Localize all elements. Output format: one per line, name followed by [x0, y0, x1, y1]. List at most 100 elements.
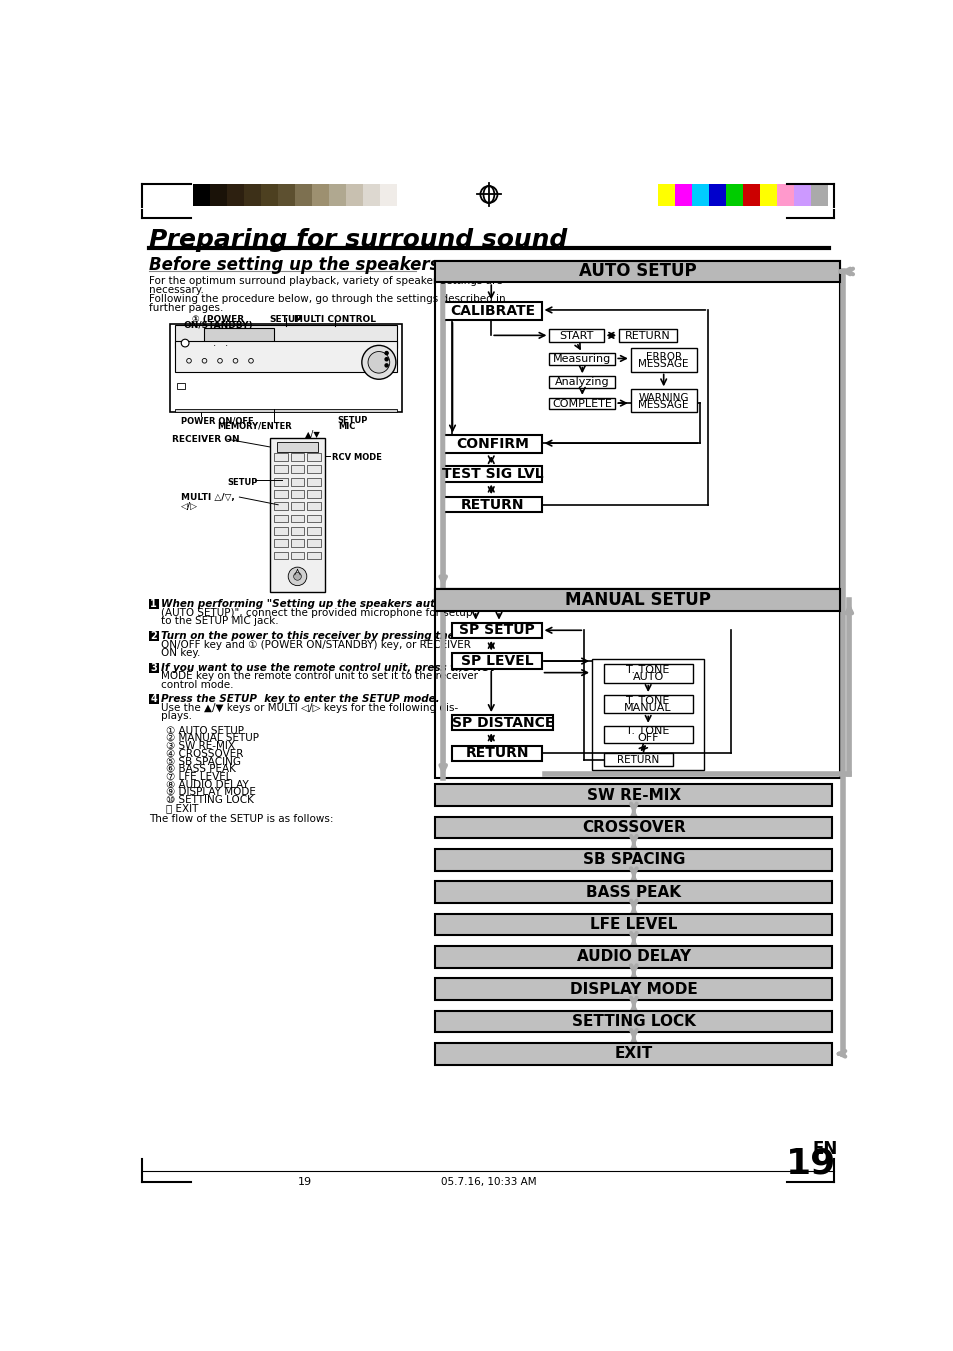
Text: The flow of the SETUP is as follows:: The flow of the SETUP is as follows:	[149, 815, 333, 824]
Circle shape	[385, 363, 388, 367]
Bar	[274, 503, 288, 511]
Bar	[443, 497, 541, 512]
Text: ⑪ EXIT: ⑪ EXIT	[166, 802, 198, 813]
Bar	[435, 913, 831, 935]
Text: Measuring: Measuring	[553, 354, 611, 363]
Bar	[278, 185, 294, 205]
Bar	[174, 340, 396, 372]
Text: WARNING: WARNING	[638, 393, 688, 403]
Text: SP DISTANCE: SP DISTANCE	[451, 716, 554, 730]
Bar	[363, 185, 380, 205]
Bar	[380, 185, 397, 205]
Bar	[294, 185, 312, 205]
Text: AUDIO DELAY: AUDIO DELAY	[577, 950, 690, 965]
Text: OFF: OFF	[637, 734, 659, 743]
Text: BASS PEAK: BASS PEAK	[586, 885, 680, 900]
Text: RCV MODE: RCV MODE	[332, 453, 382, 462]
Bar	[307, 453, 320, 461]
Bar	[274, 466, 288, 473]
Circle shape	[288, 567, 307, 585]
Text: ⑩ SETTING LOCK: ⑩ SETTING LOCK	[166, 794, 253, 805]
Text: MESSAGE: MESSAGE	[638, 400, 688, 409]
Bar	[435, 946, 831, 967]
Bar	[603, 665, 692, 682]
Text: SETTING LOCK: SETTING LOCK	[571, 1015, 695, 1029]
Bar	[549, 376, 615, 388]
Text: MULTI △/▽,: MULTI △/▽,	[181, 493, 234, 503]
Bar	[603, 725, 692, 743]
Text: CONFIRM: CONFIRM	[456, 438, 528, 451]
Text: T. TONE: T. TONE	[626, 725, 669, 736]
Bar	[592, 659, 703, 770]
Bar	[274, 515, 288, 523]
Bar	[274, 551, 288, 559]
Text: 19: 19	[298, 1177, 312, 1188]
Bar	[276, 442, 318, 451]
Bar	[291, 515, 304, 523]
Bar	[291, 490, 304, 497]
Text: ON/OFF key and ① (POWER ON/STANDBY) key, or RECEIVER: ON/OFF key and ① (POWER ON/STANDBY) key,…	[161, 639, 471, 650]
Text: ④ CROSSOVER: ④ CROSSOVER	[166, 748, 243, 759]
Text: ⑧ AUDIO DELAY: ⑧ AUDIO DELAY	[166, 780, 248, 790]
Bar	[725, 185, 742, 205]
Bar	[435, 848, 831, 870]
Bar	[174, 408, 396, 412]
Text: SETUP: SETUP	[269, 315, 302, 324]
Bar	[307, 551, 320, 559]
Bar	[274, 453, 288, 461]
Circle shape	[294, 573, 301, 580]
Bar	[291, 478, 304, 485]
Bar	[435, 816, 831, 838]
Bar	[210, 185, 227, 205]
Bar	[291, 551, 304, 559]
Bar	[742, 185, 760, 205]
Text: 1: 1	[151, 600, 157, 609]
Circle shape	[368, 351, 390, 373]
Text: 3: 3	[151, 662, 157, 673]
Text: T. TONE: T. TONE	[626, 665, 669, 676]
Text: When performing "Setting up the speakers automatically: When performing "Setting up the speakers…	[161, 600, 495, 609]
Text: MANUAL SETUP: MANUAL SETUP	[564, 592, 710, 609]
Bar	[291, 466, 304, 473]
Text: Analyzing: Analyzing	[555, 377, 609, 386]
Bar	[307, 478, 320, 485]
Text: necessary.: necessary.	[149, 285, 203, 295]
Text: SW RE-MIX: SW RE-MIX	[586, 788, 680, 802]
Bar	[329, 185, 346, 205]
Bar	[270, 438, 324, 592]
Bar	[549, 353, 615, 365]
Text: ▲/▼: ▲/▼	[305, 428, 321, 438]
Text: LFE LEVEL: LFE LEVEL	[590, 917, 677, 932]
Text: MIC: MIC	[337, 423, 355, 431]
Bar	[149, 694, 158, 704]
Text: EN: EN	[812, 1140, 838, 1158]
Text: ⑨ DISPLAY MODE: ⑨ DISPLAY MODE	[166, 788, 255, 797]
Text: ⑦ LFE LEVEL: ⑦ LFE LEVEL	[166, 771, 231, 782]
Bar	[170, 324, 402, 412]
Bar	[708, 185, 725, 205]
Text: 2: 2	[151, 631, 157, 642]
Bar	[274, 490, 288, 497]
Bar	[603, 754, 673, 766]
Bar	[307, 466, 320, 473]
Bar	[630, 349, 696, 372]
Bar	[760, 185, 777, 205]
Bar	[435, 785, 831, 805]
Bar	[227, 185, 244, 205]
Text: further pages.: further pages.	[149, 303, 223, 312]
Bar	[307, 539, 320, 547]
Bar	[435, 589, 840, 611]
Text: Turn on the power to this receiver by pressing the POWER: Turn on the power to this receiver by pr…	[161, 631, 501, 642]
Bar	[174, 326, 396, 349]
Text: MULTI CONTROL: MULTI CONTROL	[294, 315, 375, 324]
Text: ERROR: ERROR	[645, 351, 681, 362]
Text: SP LEVEL: SP LEVEL	[460, 654, 533, 669]
Text: Press the SETUP  key to enter the SETUP mode.: Press the SETUP key to enter the SETUP m…	[161, 694, 439, 704]
Bar	[443, 435, 541, 453]
Bar	[149, 662, 158, 673]
Bar	[452, 746, 541, 761]
Bar	[274, 478, 288, 485]
Bar	[452, 715, 553, 731]
Bar	[149, 631, 158, 642]
Text: Before setting up the speakers: Before setting up the speakers	[149, 257, 438, 274]
